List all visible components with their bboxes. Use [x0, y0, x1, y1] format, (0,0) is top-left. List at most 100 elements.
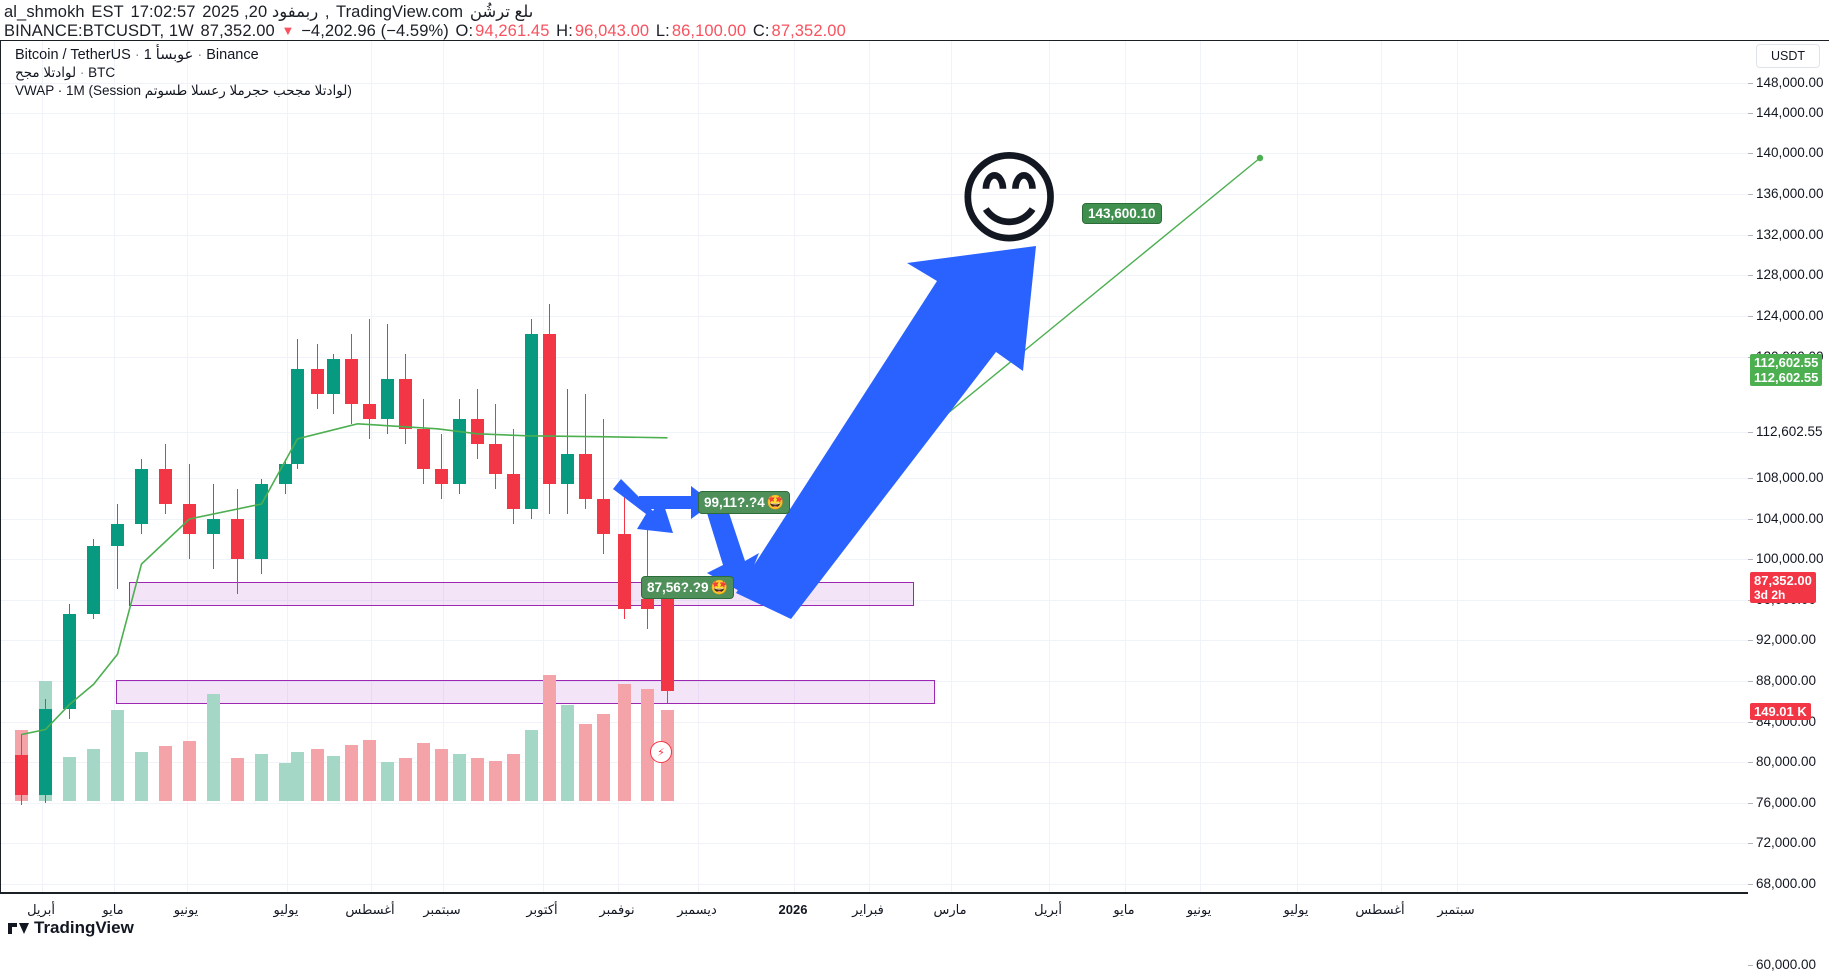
volume-bar — [111, 710, 124, 801]
time-axis-label: يوليو — [1283, 902, 1309, 917]
price-tick-mark — [1748, 478, 1753, 479]
volume-bar — [399, 758, 412, 801]
candle-body — [543, 333, 556, 484]
horizontal-gridline — [1, 884, 1749, 885]
currency-unit-chip[interactable]: USDT — [1756, 44, 1820, 68]
chart-frame: 😊 ⚡ 143,600.10 99,11?.?4 🤩 87,56?.?9 🤩 Bitco… — [0, 40, 1829, 972]
star-eyes-emoji-icon: 🤩 — [710, 579, 728, 595]
vertical-gridline — [698, 41, 699, 893]
tradingview-wordmark: TradingView — [34, 918, 134, 937]
tag-support-text: 87,56?.?9 — [647, 580, 709, 595]
star-eyes-emoji-icon: 🤩 — [766, 494, 785, 510]
price-tick-mark — [1748, 722, 1753, 723]
horizontal-gridline — [1, 432, 1749, 433]
header-date: 2025 ,20 ربمفود — [202, 3, 319, 21]
vwap-badge-2[interactable]: 112,602.55 — [1750, 369, 1823, 386]
vwap-badge-1[interactable]: 112,602.55 — [1750, 354, 1823, 371]
time-axis-label: مايو — [102, 902, 124, 917]
candle-body — [507, 473, 520, 509]
candle-wick — [566, 388, 569, 514]
candle-body — [641, 599, 654, 610]
horizontal-gridline — [1, 722, 1749, 723]
vertical-gridline — [1457, 41, 1458, 893]
volume-bar — [381, 762, 394, 801]
legend-line-symbol[interactable]: Bitcoin / TetherUS · 1 عوبسأ · Binance — [15, 46, 352, 64]
candle-body — [111, 524, 124, 547]
price-down-arrow-icon: ▼ — [281, 23, 295, 38]
price-tick-label: 112,602.55 — [1756, 424, 1823, 439]
volume-bar — [561, 704, 574, 801]
price-tick-mark — [1748, 432, 1753, 433]
legend-line-volume[interactable]: لوادتلا مجح · BTC — [15, 64, 352, 82]
price-tick-mark — [1748, 884, 1753, 885]
volume-bar — [207, 694, 220, 801]
candle-body — [255, 483, 268, 560]
last-price-badge[interactable]: 87,352.00 3d 2h — [1750, 572, 1816, 603]
price-tick-label: 136,000.00 — [1756, 186, 1824, 201]
legend-interval: 1 عوبسأ — [143, 47, 194, 63]
horizontal-gridline — [1, 357, 1749, 358]
time-axis-label: سبتمبر — [423, 902, 461, 917]
candle-body — [327, 358, 340, 394]
time-axis[interactable]: أبريل مايو يونيو يوليو أغسطس سبتمبر أكتوبر نوفم… — [0, 892, 1829, 934]
price-tick-mark — [1748, 235, 1753, 236]
horizontal-gridline — [1, 316, 1749, 317]
price-tick-mark — [1748, 275, 1753, 276]
horizontal-gridline — [1, 803, 1749, 804]
price-tick-mark — [1748, 762, 1753, 763]
volume-bar — [363, 739, 376, 801]
candle-body — [183, 503, 196, 535]
header-change: −4,202.96 (−4.59%) — [301, 22, 449, 40]
volume-bar — [311, 749, 324, 801]
horizontal-gridline — [1, 153, 1749, 154]
legend-line-vwap[interactable]: VWAP · 1M (Session لوادتلا مجحب حجرملا ر… — [15, 83, 352, 98]
tag-target[interactable]: 143,600.10 — [1082, 203, 1162, 224]
volume-bar — [507, 754, 520, 801]
horizontal-gridline — [1, 275, 1749, 276]
candle-body — [279, 463, 292, 484]
volume-bar — [291, 751, 304, 801]
tag-resistance[interactable]: 99,11?.?4 🤩 — [698, 491, 791, 514]
time-axis-label: نوفمبر — [599, 902, 635, 917]
time-axis-label: ديسمبر — [677, 902, 717, 917]
chart-pane[interactable]: 😊 ⚡ 143,600.10 99,11?.?4 🤩 87,56?.?9 🤩 Bitco… — [0, 40, 1749, 894]
volume-bar — [543, 674, 556, 801]
vertical-gridline — [1125, 41, 1126, 893]
vertical-gridline — [951, 41, 952, 893]
time-axis-label: أغسطس — [1355, 902, 1405, 917]
price-tick-label: 60,000.00 — [1756, 957, 1817, 972]
price-tick-mark — [1748, 681, 1753, 682]
price-tick-mark — [1748, 559, 1753, 560]
price-tick-label: 76,000.00 — [1756, 795, 1817, 810]
tag-support[interactable]: 87,56?.?9 🤩 — [641, 576, 734, 599]
candle-body — [661, 599, 674, 691]
price-axis[interactable]: USDT 148,000.00 144,000.00 140,000.00 136,0… — [1748, 40, 1829, 972]
volume-bar — [183, 741, 196, 801]
candle-body — [561, 453, 574, 484]
lightning-badge-icon[interactable]: ⚡ — [650, 741, 672, 763]
legend-pair: Bitcoin / TetherUS — [15, 47, 131, 63]
time-axis-label: مايو — [1113, 902, 1135, 917]
legend-volume-label: لوادتلا مجح — [15, 65, 77, 80]
support-zone[interactable] — [116, 680, 935, 705]
volume-bar — [159, 746, 172, 801]
time-axis-label: أبريل — [27, 902, 55, 917]
tradingview-logo-icon — [8, 920, 29, 936]
volume-bar — [63, 756, 76, 801]
volume-bar — [255, 754, 268, 801]
horizontal-gridline — [1, 640, 1749, 641]
volume-badge[interactable]: 149.01 K — [1750, 703, 1811, 720]
legend-exchange: Binance — [206, 47, 259, 63]
last-price-badge-sub: 3d 2h — [1754, 588, 1786, 602]
price-tick-label: 88,000.00 — [1756, 673, 1817, 688]
candle-body — [525, 333, 538, 509]
candle-wick — [440, 433, 443, 499]
candle-body — [453, 418, 466, 484]
price-tick-mark — [1748, 803, 1753, 804]
tradingview-brand[interactable]: TradingView — [8, 918, 134, 938]
horizontal-gridline — [1, 235, 1749, 236]
resistance-zone[interactable] — [129, 582, 914, 607]
volume-bar — [87, 749, 100, 801]
price-tick-label: 92,000.00 — [1756, 632, 1817, 647]
price-tick-mark — [1748, 113, 1753, 114]
